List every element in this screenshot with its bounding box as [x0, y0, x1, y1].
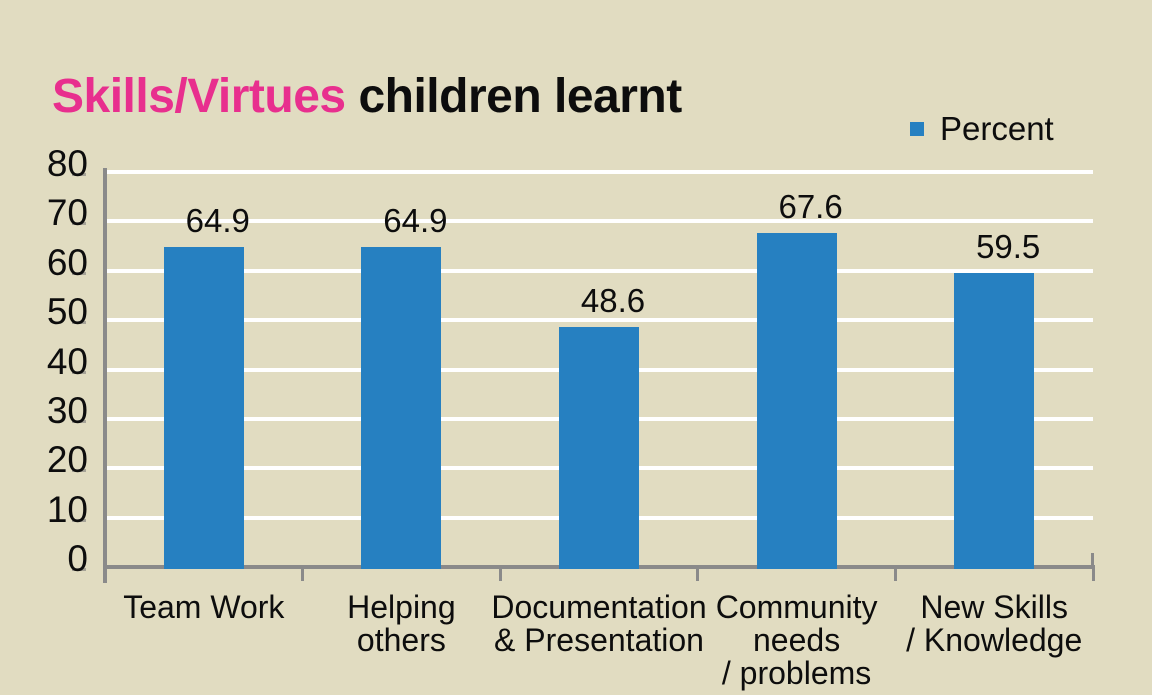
x-axis-category-label-line: / problems	[721, 655, 872, 691]
legend-label: Percent	[940, 110, 1054, 147]
x-axis-category-label: Documentation & Presentation	[459, 591, 739, 657]
y-axis-tick-label: 0	[67, 538, 88, 579]
y-axis-tick	[72, 518, 86, 522]
bar	[756, 233, 837, 569]
gridline	[105, 318, 1093, 323]
y-axis-tick-label: 70	[46, 192, 88, 234]
y-axis-tick-label: 30	[46, 389, 88, 431]
x-axis-category-label: Team Work	[64, 591, 344, 624]
y-axis-tick	[72, 419, 86, 423]
bar	[559, 327, 639, 569]
x-axis-category-label-line: Helping	[347, 589, 456, 625]
x-axis-tick	[696, 567, 700, 581]
bar	[163, 246, 244, 569]
x-axis-tick	[1091, 567, 1095, 581]
gridline	[105, 170, 1093, 174]
y-axis-tick	[72, 222, 86, 226]
legend: Percent	[910, 110, 1054, 148]
x-axis-category-label-line: others	[356, 622, 446, 658]
y-axis-tick-label: 40	[46, 340, 88, 382]
y-axis-tick	[72, 173, 86, 176]
x-axis-category-label-line: New Skills	[920, 589, 1068, 625]
y-axis-tick	[72, 469, 86, 473]
bar-value-label: 67.6	[778, 188, 843, 226]
chart-title-rest: children learnt	[345, 70, 682, 123]
x-axis-tick	[893, 567, 897, 581]
legend-marker-icon	[910, 122, 924, 136]
bar	[361, 246, 442, 569]
y-axis-tick-label: 80	[46, 143, 88, 184]
x-axis-category-label-line: Documentation	[491, 589, 707, 625]
x-axis-end-tick	[1091, 553, 1094, 566]
x-axis-category-label: Helping others	[261, 591, 541, 657]
bar-value-label: 64.9	[383, 201, 448, 239]
x-axis-category-label: New Skills / Knowledge	[854, 591, 1134, 657]
y-axis-tick-label: 50	[46, 291, 88, 333]
bar-value-label: 48.6	[580, 282, 646, 320]
gridline	[105, 268, 1093, 273]
bar-value-label: 59.5	[976, 228, 1041, 266]
x-axis-category-label-line: Community	[715, 589, 878, 625]
y-axis-tick	[72, 271, 86, 275]
x-axis-category-label-line: & Presentation	[494, 622, 704, 658]
bar	[954, 273, 1035, 569]
y-axis-tick-label: 60	[46, 241, 88, 283]
y-axis-tick	[72, 321, 86, 325]
y-axis-tick-label: 20	[46, 439, 88, 481]
x-axis-category-label-line: needs	[753, 622, 841, 658]
y-axis-tick-label: 10	[46, 488, 88, 530]
x-axis-tick	[103, 567, 107, 581]
y-axis-tick	[72, 568, 86, 571]
y-axis-line	[103, 168, 107, 583]
x-axis-category-label-line: / Knowledge	[906, 622, 1083, 658]
gridline	[105, 219, 1093, 224]
y-axis-tick	[72, 370, 86, 374]
chart-title-highlight: Skills/Virtues	[52, 70, 346, 123]
chart-title: Skills/Virtues children learnt	[52, 70, 682, 123]
x-axis-tick	[498, 567, 502, 581]
bar-value-label: 64.9	[185, 201, 250, 239]
x-axis-tick	[301, 567, 305, 581]
x-axis-category-label: Community needs / problems	[657, 591, 937, 690]
x-axis-category-label-line: Team Work	[123, 589, 285, 625]
